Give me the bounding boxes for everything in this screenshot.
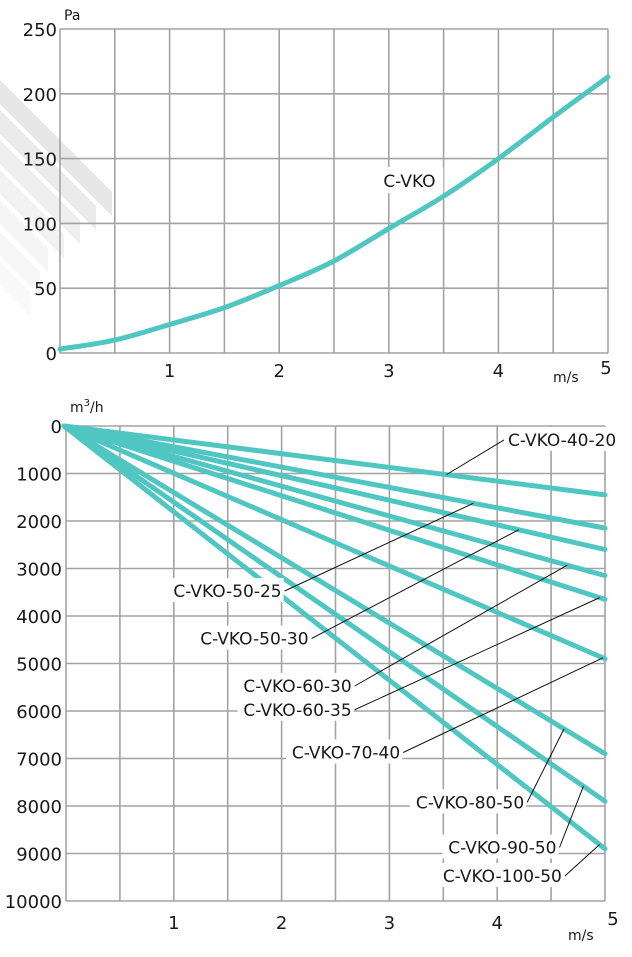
leader-line [284,502,474,592]
series-label: C-VKO-50-25 [173,582,281,602]
bottom-chart-labels: C-VKO-40-20 C-VKO-50-25 C-VKO-50-30 C-VKO-6… [167,426,623,887]
top-x-axis-label: m/s [553,370,579,386]
bottom-y-tick-label: 4000 [16,607,62,628]
bottom-y-tick-label: 3000 [16,560,62,581]
label-mask [442,834,559,859]
bottom-x-tick-label: 5 [607,909,618,930]
leader-line [526,728,565,803]
bottom-chart-leaders [284,439,604,877]
bottom-x-tick-label: 1 [168,913,179,934]
bottom-y-tick-label: 5000 [16,655,62,676]
label-mask [194,625,311,650]
watermark-stripes [0,80,112,316]
top-x-tick-label: 3 [383,361,394,382]
leader-line [311,529,519,639]
bottom-y-tick-label: 9000 [16,845,62,866]
series-label: C-VKO-100-50 [443,867,562,887]
series-label: C-VKO-40-20 [508,431,616,451]
leader-line [354,564,568,687]
leader-line [402,657,604,753]
top-x-tick-label: 4 [493,361,504,382]
bottom-y-axis-label-sup: 3 [84,398,90,409]
series-label: C-VKO-60-30 [243,677,351,697]
top-x-tick-label: 5 [600,358,611,379]
series-label: C-VKO-90-50 [448,839,556,859]
series-line-c-vko [57,74,611,352]
top-y-axis-label: Pa [64,8,80,24]
label-mask [167,578,284,602]
top-y-tick-label: 150 [23,150,57,171]
bottom-y-tick-label: 10000 [5,892,62,913]
leader-line [446,439,505,476]
series-line-c-vko-90-50 [61,423,608,804]
series-line-c-vko-40-20 [61,423,608,498]
bottom-x-tick-label: 4 [491,913,502,934]
series-line-c-vko-50-30 [61,423,608,552]
series-label: C-VKO-80-50 [416,793,524,813]
label-mask [505,426,623,451]
top-series-label: C-VKO [383,172,435,192]
top-chart-grid [59,28,609,354]
series-line-c-vko-100-50 [61,423,608,852]
bottom-y-tick-label: 6000 [16,702,62,723]
series-label: C-VKO-60-35 [243,701,351,721]
top-y-tick-label: 50 [34,279,57,300]
bottom-x-tick-label: 3 [384,913,395,934]
top-label-mask [379,167,444,194]
top-x-tick-label: 1 [164,361,175,382]
leader-line [559,786,584,848]
series-line-c-vko-60-30 [61,423,608,579]
top-y-tick-label: 100 [23,214,57,235]
top-x-tick-label: 2 [273,361,284,382]
label-mask [285,739,403,764]
label-mask [237,673,354,697]
series-line-c-vko-70-40 [61,423,608,662]
series-label: C-VKO-70-40 [292,744,400,764]
bottom-chart-grid [65,425,606,902]
series-line-c-vko-50-25 [61,423,608,531]
bottom-y-tick-label: 2000 [16,512,62,533]
leader-line [354,597,600,711]
bottom-y-tick-label: 1000 [16,465,62,486]
top-y-tick-label: 250 [23,20,57,41]
top-y-tick-label: 0 [46,344,57,365]
series-line-c-vko-60-35 [61,423,608,602]
bottom-x-axis-label: m/s [568,928,594,944]
bottom-y-axis-label-tail: /h [90,400,104,416]
bottom-y-axis-label-base: m [70,400,84,416]
bottom-chart-series [61,423,608,852]
bottom-y-tick-label: 8000 [16,797,62,818]
label-mask [237,696,354,721]
top-chart-axes: C-VKO 0 50 100 150 200 250 1 2 3 4 5 [23,20,612,382]
bottom-y-tick-label: 0 [51,417,62,438]
top-y-tick-label: 200 [23,85,57,106]
bottom-y-tick-label: 7000 [16,750,62,771]
label-mask [437,863,564,887]
bottom-x-tick-label: 2 [276,913,287,934]
leader-line [564,844,600,877]
top-chart-series [57,74,611,352]
bottom-y-axis-label: m3/h [70,398,104,416]
series-label: C-VKO-50-30 [200,630,308,650]
label-mask [409,789,527,814]
bottom-chart-axes: 0 1000 2000 3000 4000 5000 6000 7000 8000 9000 100… [5,417,619,934]
